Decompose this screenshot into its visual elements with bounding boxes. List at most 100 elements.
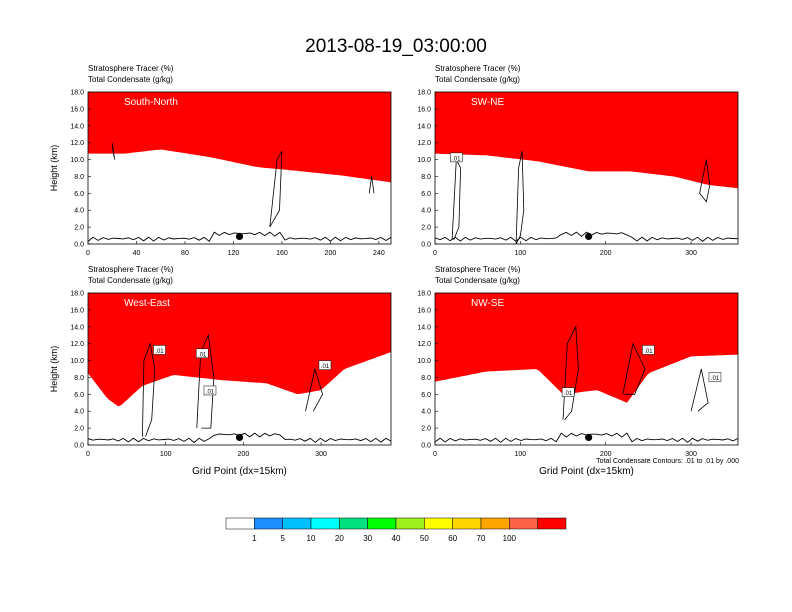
contour-label-box xyxy=(318,360,332,370)
colorbar-swatch xyxy=(452,517,482,530)
x-axis-label: Grid Point (dx=15km) xyxy=(539,466,634,477)
y-tick-label: 12.0 xyxy=(417,341,431,348)
colorbar-label: 60 xyxy=(448,534,457,543)
x-tick-label: 100 xyxy=(515,250,527,257)
x-tick-label: 300 xyxy=(685,451,697,458)
y-tick-label: 18.0 xyxy=(417,291,431,298)
condensate-contour xyxy=(451,158,462,240)
contour-note: Total Condensate Contours: .01 to .01 by… xyxy=(596,458,739,465)
x-tick-label: 40 xyxy=(133,250,141,257)
field-title: Stratosphere Tracer (%) xyxy=(435,265,521,274)
x-tick-label: 300 xyxy=(685,250,697,257)
colorbar-swatch xyxy=(339,517,368,530)
x-axis-label: Grid Point (dx=15km) xyxy=(192,466,287,477)
field-title: Stratosphere Tracer (%) xyxy=(88,64,174,73)
x-tick-label: 0 xyxy=(433,451,437,458)
y-tick-label: 14.0 xyxy=(417,123,431,130)
x-tick-label: 240 xyxy=(373,250,385,257)
x-tick-label: 100 xyxy=(160,451,172,458)
x-tick-label: 200 xyxy=(325,250,337,257)
condensate-contour xyxy=(690,368,709,412)
plot-frame xyxy=(87,292,392,446)
colorbar-label: 1 xyxy=(252,534,257,543)
contour-label: .01 xyxy=(206,389,215,395)
y-tick-label: 10.0 xyxy=(417,157,431,164)
y-tick-label: 18.0 xyxy=(70,90,84,97)
contour-title: Total Condensate (g/kg) xyxy=(435,75,520,84)
contour-label-box xyxy=(708,372,722,382)
plot-area: .01 xyxy=(435,92,738,244)
y-tick-label: 0.0 xyxy=(421,242,431,249)
contour-label-box xyxy=(153,345,166,355)
contour-label: .01 xyxy=(564,391,573,397)
panel-sw-ne: .01 SW-NE Stratosphere Tracer (%) Total Con… xyxy=(417,64,739,257)
contour-label: .01 xyxy=(711,376,720,382)
condensate-contour xyxy=(699,159,711,203)
y-tick-label: 6.0 xyxy=(74,191,84,198)
location-marker xyxy=(585,232,593,240)
y-tick-label: 2.0 xyxy=(421,426,431,433)
colorbar-swatch xyxy=(424,517,453,530)
panel-label: West-East xyxy=(124,298,170,309)
condensate-contour xyxy=(562,325,579,420)
contour-label-box xyxy=(561,387,575,397)
y-tick-label: 6.0 xyxy=(421,191,431,198)
condensate-contour xyxy=(196,333,215,429)
y-tick-label: 4.0 xyxy=(74,208,84,215)
y-tick-label: 0.0 xyxy=(74,242,84,249)
y-tick-label: 6.0 xyxy=(74,392,84,399)
contour-title: Total Condensate (g/kg) xyxy=(435,276,520,285)
y-tick-label: 4.0 xyxy=(421,409,431,416)
colorbar-label: 10 xyxy=(307,534,316,543)
colorbar-label: 20 xyxy=(335,534,344,543)
location-marker xyxy=(235,433,244,441)
y-tick-label: 10.0 xyxy=(417,358,431,365)
colorbar-label: 30 xyxy=(363,534,372,543)
x-tick-label: 200 xyxy=(600,451,612,458)
y-tick-label: 2.0 xyxy=(74,426,84,433)
colorbar-swatch xyxy=(282,517,312,530)
panel-west-east: .01 .01 .01 .01 West-East Stratosphere Tracer… xyxy=(49,265,392,477)
x-tick-label: 80 xyxy=(181,250,189,257)
condensate-contour xyxy=(622,342,646,395)
colorbar-label: 40 xyxy=(392,534,401,543)
contour-title: Total Condensate (g/kg) xyxy=(88,75,173,84)
y-tick-label: 14.0 xyxy=(70,123,84,130)
terrain-line xyxy=(435,231,738,242)
y-tick-label: 16.0 xyxy=(417,307,431,314)
colorbar-label: 50 xyxy=(420,534,429,543)
colorbar-swatch xyxy=(395,517,425,530)
condensate-contour xyxy=(269,150,283,228)
contour-label: .01 xyxy=(155,349,164,355)
colorbar-swatch xyxy=(509,517,538,530)
y-tick-label: 14.0 xyxy=(70,324,84,331)
y-tick-label: 10.0 xyxy=(70,157,84,164)
y-tick-label: 16.0 xyxy=(70,106,84,113)
x-tick-label: 300 xyxy=(315,451,327,458)
panel-south-north: South-North Stratosphere Tracer (%) Total … xyxy=(49,64,392,257)
figure-title: 2013-08-19_03:00:00 xyxy=(305,36,487,57)
x-tick-label: 0 xyxy=(433,250,437,257)
y-tick-label: 8.0 xyxy=(421,174,431,181)
contour-label-box xyxy=(203,385,217,396)
x-tick-label: 0 xyxy=(86,250,90,257)
y-tick-label: 0.0 xyxy=(421,443,431,450)
plot-area xyxy=(88,92,391,244)
tracer-band-0 xyxy=(435,92,738,189)
x-tick-label: 120 xyxy=(228,250,240,257)
colorbar-swatch xyxy=(310,517,340,530)
panel-nw-se: .01 .01 .01 NW-SE Stratosphere Tracer (%) Tot… xyxy=(417,265,739,477)
tracer-band-0 xyxy=(88,293,391,407)
colorbar-swatch xyxy=(537,517,567,530)
y-tick-label: 8.0 xyxy=(74,375,84,382)
y-tick-label: 8.0 xyxy=(421,375,431,382)
plot-frame xyxy=(434,91,739,245)
colorbar-label: 100 xyxy=(503,534,517,543)
condensate-contour xyxy=(111,142,116,160)
contour-label: .01 xyxy=(321,364,330,370)
contour-label-box xyxy=(642,345,655,355)
colorbar-swatch xyxy=(367,517,397,530)
y-tick-label: 14.0 xyxy=(417,324,431,331)
location-marker xyxy=(585,433,593,441)
